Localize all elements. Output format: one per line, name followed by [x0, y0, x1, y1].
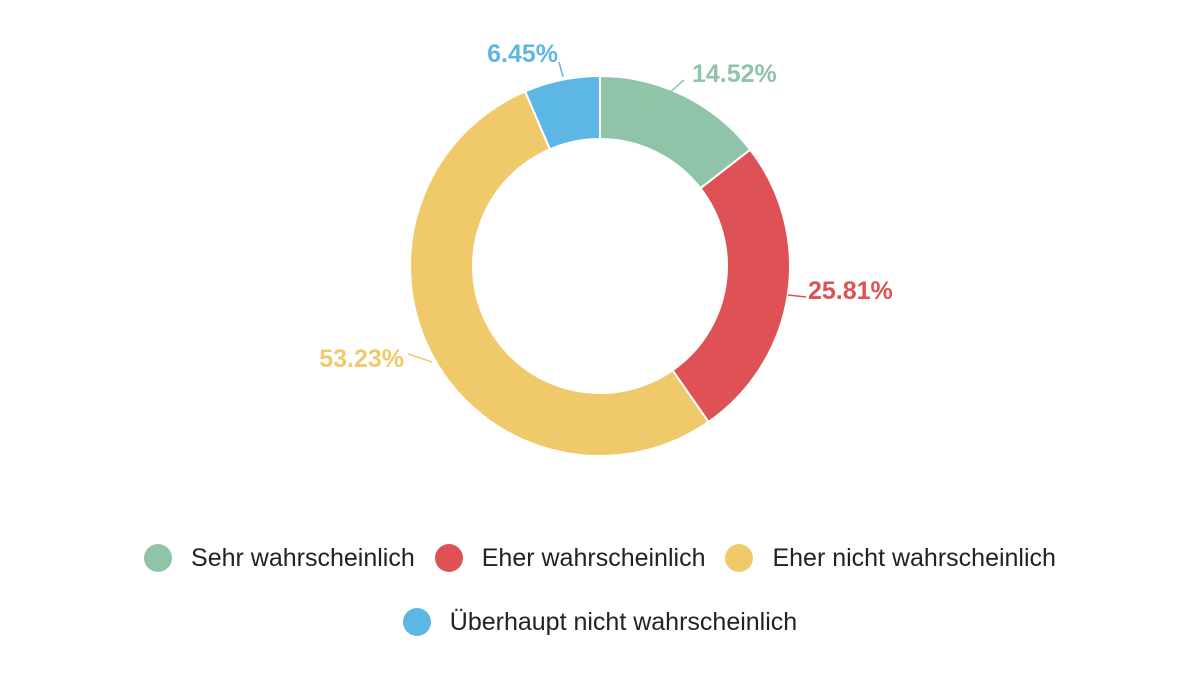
- legend-swatch: [725, 544, 754, 572]
- data-label: 53.23%: [319, 345, 404, 373]
- legend-item-sehr-wahrscheinlich[interactable]: Sehr wahrscheinlich: [144, 540, 415, 576]
- leader-line: [558, 61, 564, 78]
- legend-label: Sehr wahrscheinlich: [191, 543, 415, 572]
- legend-item-eher-wahrscheinlich[interactable]: Eher wahrscheinlich: [434, 540, 706, 576]
- legend-swatch: [144, 544, 173, 572]
- legend-item-eher-nicht-wahrscheinlich[interactable]: Eher nicht wahrscheinlich: [725, 540, 1056, 576]
- legend-swatch: [402, 608, 431, 636]
- legend-item-ueberhaupt-nicht-wahrscheinlich[interactable]: Überhaupt nicht wahrscheinlich: [402, 604, 798, 640]
- leader-line: [407, 353, 433, 363]
- donut-slice[interactable]: [671, 148, 791, 424]
- legend-label: Eher nicht wahrscheinlich: [772, 543, 1056, 572]
- donut-slice[interactable]: [523, 74, 601, 151]
- legend-label: Eher wahrscheinlich: [481, 543, 706, 572]
- legend-label: Überhaupt nicht wahrscheinlich: [449, 607, 798, 636]
- data-label: 25.81%: [808, 277, 893, 305]
- data-label: 14.52%: [692, 60, 777, 88]
- data-label: 6.45%: [487, 40, 558, 68]
- legend-swatch: [434, 544, 463, 572]
- leader-line: [787, 294, 807, 298]
- donut-slice[interactable]: [409, 90, 710, 457]
- legend: Sehr wahrscheinlich Eher wahrscheinlich …: [0, 540, 1200, 640]
- leader-line: [667, 79, 685, 95]
